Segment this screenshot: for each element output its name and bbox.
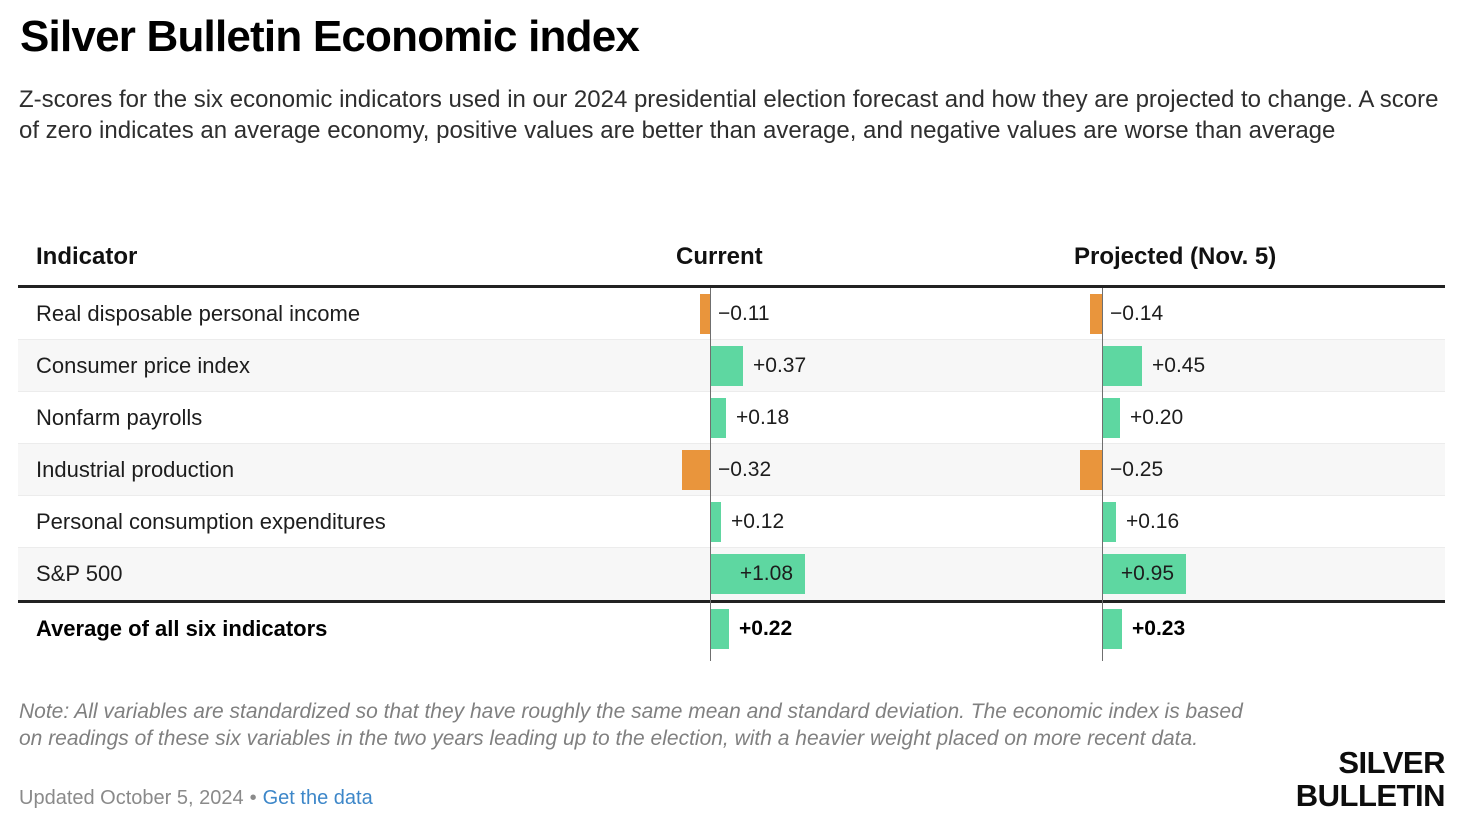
current-value: +0.18 <box>736 406 790 429</box>
row-label: Consumer price index <box>36 353 250 378</box>
table-row: Consumer price index +0.37 +0.45 <box>18 340 1445 392</box>
current-zero-axis <box>710 288 711 661</box>
row-label: S&P 500 <box>36 561 123 586</box>
row-label: Industrial production <box>36 457 235 482</box>
current-value: +1.08 <box>739 562 793 585</box>
table-row: Industrial production −0.32 −0.25 <box>18 444 1445 496</box>
row-label: Personal consumption expenditures <box>36 509 386 534</box>
projected-bar <box>1090 294 1102 334</box>
projected-bar <box>1102 554 1186 594</box>
table-row: Nonfarm payrolls +0.18 +0.20 <box>18 392 1445 444</box>
table-row: Real disposable personal income −0.11 −0.1… <box>18 288 1445 340</box>
current-value: +0.37 <box>753 354 807 377</box>
projected-bar <box>1102 609 1122 649</box>
row-label: Nonfarm payrolls <box>36 405 203 430</box>
header-rule <box>18 285 1445 288</box>
table-rows: Real disposable personal income −0.11 −0.1… <box>18 288 1445 600</box>
average-row: Average of all six indicators +0.22 +0.23 <box>18 603 1445 655</box>
projected-bar <box>1102 502 1116 542</box>
get-the-data-link[interactable]: Get the data <box>262 787 373 809</box>
projected-value: +0.45 <box>1152 354 1206 377</box>
projected-bar <box>1102 346 1142 386</box>
table-row: S&P 500 +1.08 +0.95 <box>18 548 1445 600</box>
logo-line-1: SILVER <box>1338 745 1445 780</box>
current-value: −0.11 <box>718 302 770 325</box>
average-rule <box>18 600 1445 603</box>
projected-bar <box>1102 398 1120 438</box>
current-bar <box>710 398 726 438</box>
current-bar <box>700 294 710 334</box>
current-bar <box>710 502 721 542</box>
chart-subtitle: Z-scores for the six economic indicators… <box>19 86 1439 144</box>
current-value: +0.22 <box>739 617 793 640</box>
average-row-container: Average of all six indicators +0.22 +0.23 <box>18 603 1445 655</box>
projected-value: +0.23 <box>1132 617 1186 640</box>
current-bar <box>710 609 729 649</box>
table-row: Personal consumption expenditures +0.12 +0… <box>18 496 1445 548</box>
projected-value: −0.14 <box>1110 302 1164 325</box>
current-bar <box>682 450 710 490</box>
current-value: −0.32 <box>718 458 772 481</box>
projected-zero-axis <box>1102 288 1103 661</box>
projected-value: +0.20 <box>1130 406 1184 429</box>
projected-value: −0.25 <box>1110 458 1164 481</box>
column-header-indicator: Indicator <box>36 243 138 270</box>
row-label: Real disposable personal income <box>36 301 361 326</box>
updated-date: Updated October 5, 2024 <box>19 787 244 809</box>
column-header-projected: Projected (Nov. 5) <box>1074 243 1277 270</box>
projected-value: +0.95 <box>1120 562 1174 585</box>
updated-line: Updated October 5, 2024 • Get the data <box>19 787 373 810</box>
silver-bulletin-logo: SILVER BULLETIN <box>1295 745 1446 813</box>
footnote: Note: All variables are standardized so … <box>19 700 1243 750</box>
indicator-table: Indicator Current Projected (Nov. 5) Rea… <box>18 230 1445 661</box>
current-bar <box>710 346 743 386</box>
row-label: Average of all six indicators <box>36 616 328 641</box>
current-value: +0.12 <box>731 510 785 533</box>
bullet-separator: • <box>249 787 257 809</box>
page-title: Silver Bulletin Economic index <box>20 12 640 61</box>
current-bar <box>710 554 805 594</box>
projected-value: +0.16 <box>1126 510 1180 533</box>
projected-bar <box>1080 450 1102 490</box>
logo-line-2: BULLETIN <box>1295 778 1446 813</box>
column-header-current: Current <box>676 243 763 270</box>
